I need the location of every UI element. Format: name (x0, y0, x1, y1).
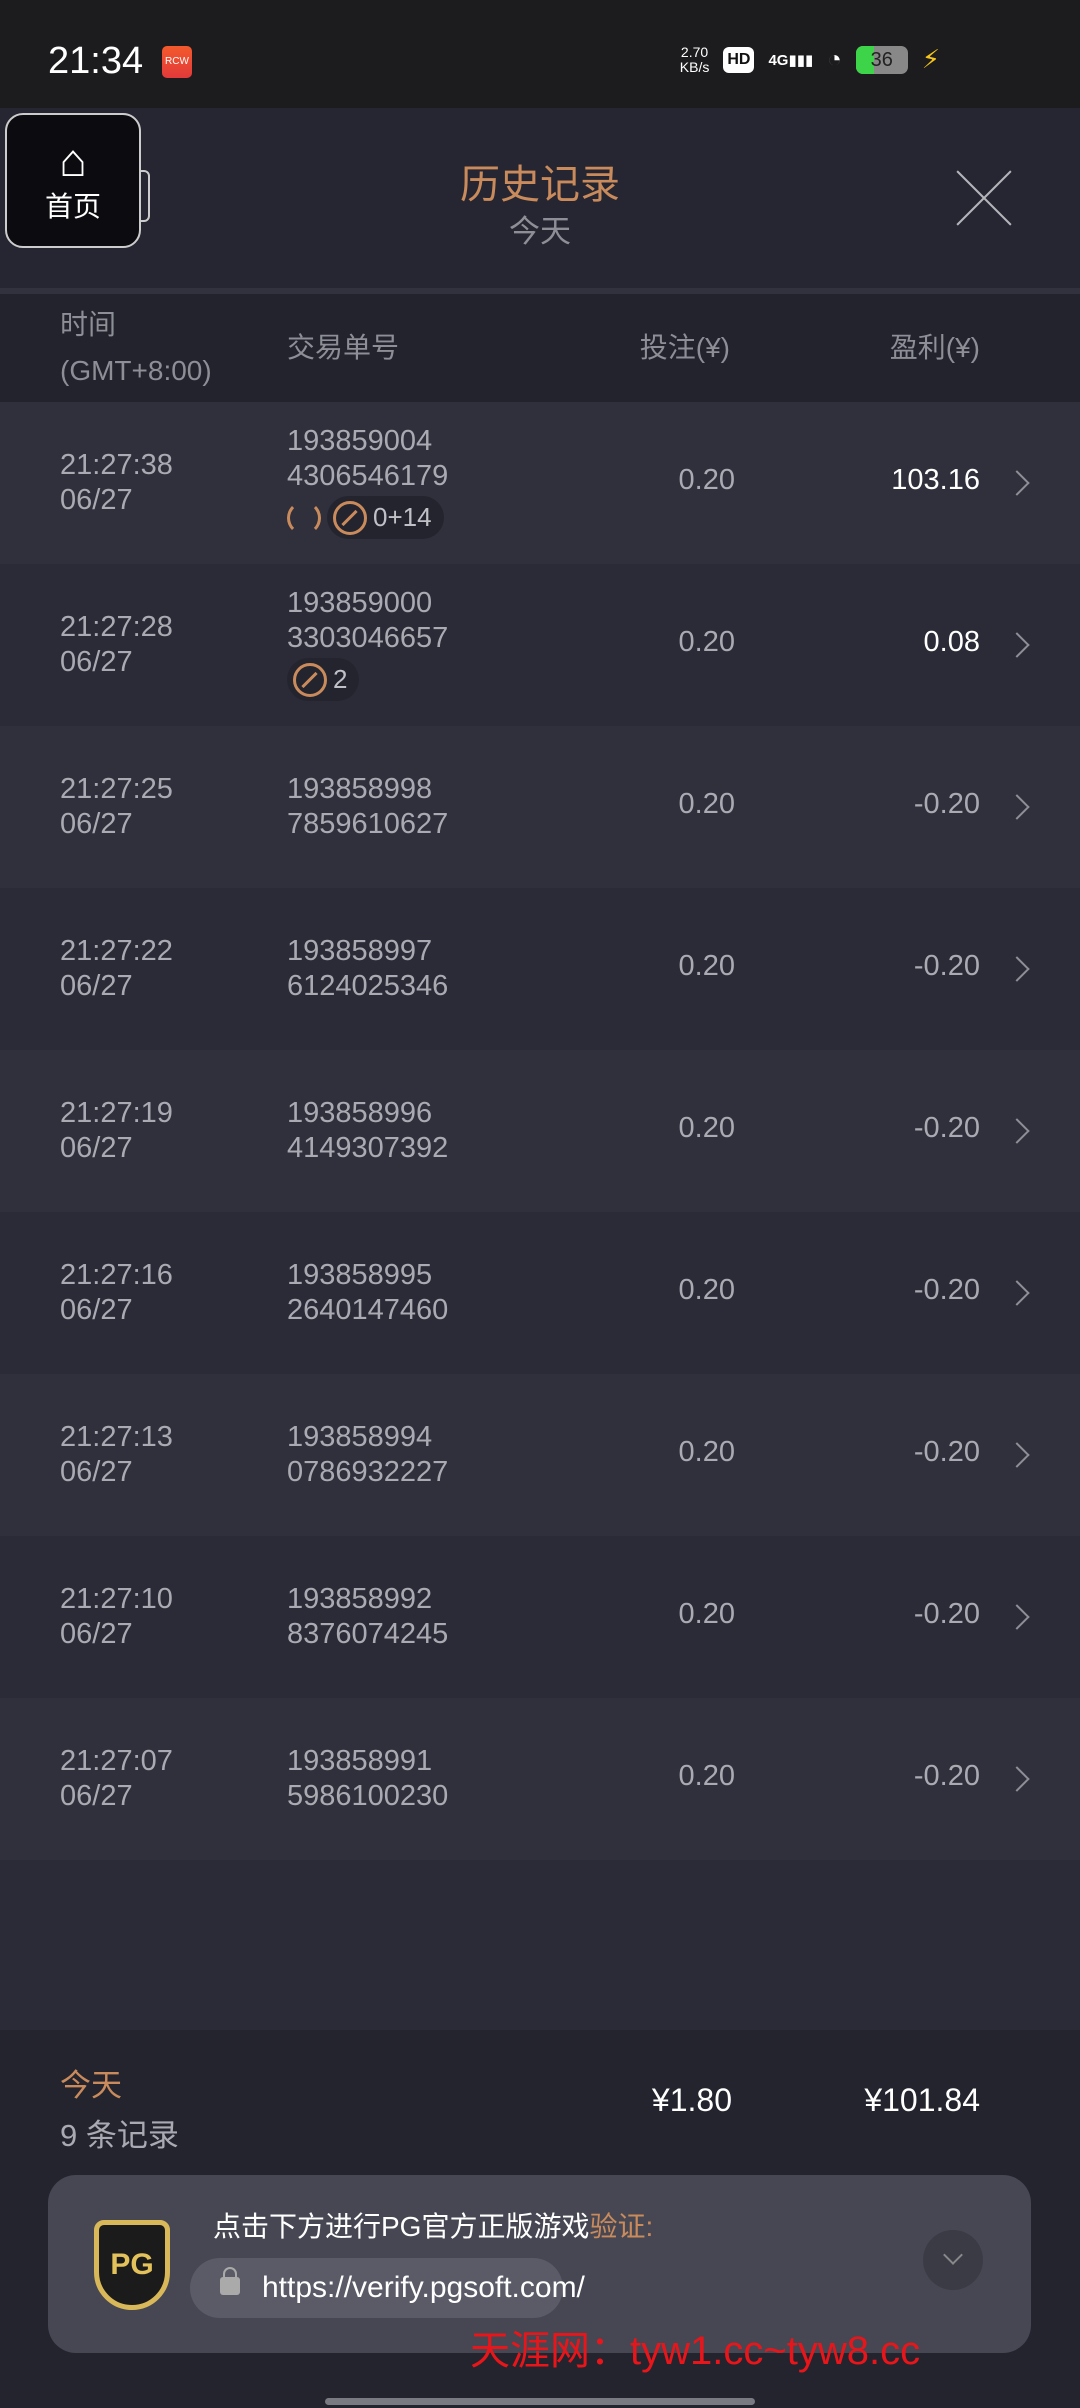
row-time: 21:27:28 06/27 (60, 611, 173, 678)
chevron-right-icon[interactable] (1004, 470, 1030, 496)
row-time: 21:27:38 06/27 (60, 449, 173, 516)
wifi-icon: ◔ (827, 45, 842, 73)
app-notification-icon: RCW (162, 46, 192, 78)
chevron-down-icon[interactable] (923, 2230, 983, 2290)
chevron-right-icon[interactable] (1004, 632, 1030, 658)
summary-period: 今天 (60, 2068, 122, 2103)
row-order-id: 193858991 5986100230 (287, 1745, 449, 1812)
row-profit: -0.20 (913, 950, 980, 982)
hd-icon: HD (723, 46, 755, 73)
row-order-id: 193858995 2640147460 (287, 1259, 449, 1326)
row-profit: -0.20 (913, 788, 980, 820)
row-profit: -0.20 (913, 1598, 980, 1630)
signal-icon: 4G▮▮▮ (768, 51, 814, 69)
row-bet: 0.20 (678, 1436, 735, 1468)
chevron-right-icon[interactable] (1004, 1118, 1030, 1144)
verify-card: PG 点击下方进行PG官方正版游戏验证: https://verify.pgso… (48, 2175, 1031, 2353)
summary-total-profit: ¥101.84 (864, 2082, 980, 2118)
chevron-right-icon[interactable] (1004, 1604, 1030, 1630)
table-row[interactable]: 21:27:10 06/27 193858992 8376074245 0.20 -0.2… (0, 1536, 1080, 1698)
row-time: 21:27:13 06/27 (60, 1421, 173, 1488)
row-profit: 0.08 (923, 626, 980, 658)
row-time: 21:27:19 06/27 (60, 1097, 173, 1164)
row-order-id: 193858994 0786932227 (287, 1421, 449, 1488)
header: 历史记录 今天 (0, 108, 1080, 290)
row-bet: 0.20 (678, 626, 735, 658)
row-profit: -0.20 (913, 1436, 980, 1468)
page-title: 历史记录 (460, 163, 620, 207)
row-order-id: 193858998 7859610627 (287, 773, 449, 840)
row-bet: 0.20 (678, 1760, 735, 1792)
row-bet: 0.20 (678, 1274, 735, 1306)
lock-icon (220, 2267, 240, 2295)
table-row[interactable]: 21:27:13 06/27 193858994 0786932227 0.20 -0.2… (0, 1374, 1080, 1536)
row-bet: 0.20 (678, 464, 735, 496)
row-time: 21:27:25 06/27 (60, 773, 173, 840)
row-time: 21:27:22 06/27 (60, 935, 173, 1002)
history-list: 21:27:38 06/27 193859004 4306546179 0+14 0.20… (0, 402, 1080, 1860)
table-row[interactable]: 21:27:38 06/27 193859004 4306546179 0+14 0.20… (0, 402, 1080, 564)
summary-count: 9 条记录 (60, 2118, 179, 2153)
row-profit: -0.20 (913, 1274, 980, 1306)
table-row[interactable]: 21:27:07 06/27 193858991 5986100230 0.20 -0.2… (0, 1698, 1080, 1860)
row-order-id: 193858996 4149307392 (287, 1097, 449, 1164)
table-row[interactable]: 21:27:22 06/27 193858997 6124025346 0.20 -0.2… (0, 888, 1080, 1050)
clock: 21:34 (48, 40, 144, 82)
free-spin-icon (333, 500, 367, 535)
page-subtitle[interactable]: 今天 (509, 214, 571, 249)
free-spin-badge: 0+14 (327, 496, 444, 539)
row-time: 21:27:07 06/27 (60, 1745, 173, 1812)
table-row[interactable]: 21:27:16 06/27 193858995 2640147460 0.20 -0.2… (0, 1212, 1080, 1374)
row-order-id: 193858992 8376074245 (287, 1583, 449, 1650)
chevron-right-icon[interactable] (1004, 1442, 1030, 1468)
free-spin-icon (293, 662, 327, 697)
col-bet: 投注(¥) (639, 332, 730, 363)
col-time: 时间 (GMT+8:00) (60, 309, 212, 386)
chevron-right-icon[interactable] (1004, 794, 1030, 820)
row-bet: 0.20 (678, 1112, 735, 1144)
home-icon: ⌂ (59, 134, 87, 186)
table-row[interactable]: 21:27:28 06/27 193859000 3303046657 2 0.20 0.0… (0, 564, 1080, 726)
respin-icon (287, 500, 321, 535)
row-order-id: 193859000 3303046657 2 (287, 586, 448, 701)
row-profit: -0.20 (913, 1760, 980, 1792)
col-order: 交易单号 (287, 332, 400, 363)
summary-total-bet: ¥1.80 (651, 2082, 732, 2118)
chevron-right-icon[interactable] (1004, 1766, 1030, 1792)
row-profit: 103.16 (891, 464, 980, 496)
chevron-right-icon[interactable] (1004, 1280, 1030, 1306)
free-spin-badge: 2 (287, 658, 360, 701)
watermark: 天涯网：tyw1.cc~tyw8.cc (470, 2329, 921, 2373)
charging-icon: ⚡ (921, 44, 940, 74)
divider (0, 288, 1080, 294)
network-speed: 2.70 KB/s (679, 43, 710, 75)
row-bet: 0.20 (678, 950, 735, 982)
chevron-right-icon[interactable] (1004, 956, 1030, 982)
table-row[interactable]: 21:27:25 06/27 193858998 7859610627 0.20 -0.2… (0, 726, 1080, 888)
row-time: 21:27:16 06/27 (60, 1259, 173, 1326)
col-profit: 盈利(¥) (889, 332, 980, 363)
pg-logo: PG (94, 2220, 170, 2310)
row-profit: -0.20 (913, 1112, 980, 1144)
home-indicator[interactable] (325, 2398, 755, 2405)
row-bet: 0.20 (678, 788, 735, 820)
row-bet: 0.20 (678, 1598, 735, 1630)
battery-icon: 36 (855, 45, 908, 74)
verify-link[interactable]: https://verify.pgsoft.com/ (190, 2258, 585, 2318)
verify-text: 点击下方进行PG官方正版游戏验证: (213, 2211, 654, 2242)
row-order-id: 193858997 6124025346 (287, 935, 449, 1002)
row-order-id: 193859004 4306546179 0+14 (287, 424, 448, 539)
home-button[interactable]: ⌂ 首页 (5, 113, 141, 248)
row-time: 21:27:10 06/27 (60, 1583, 173, 1650)
table-header: 时间 (GMT+8:00) 交易单号 投注(¥) 盈利(¥) (0, 294, 1080, 402)
close-button[interactable] (952, 166, 1016, 230)
status-bar: 21:34 RCW 2.70 KB/s HD 4G▮▮▮ ◔ 36 ⚡ (0, 0, 1080, 108)
home-label: 首页 (44, 191, 101, 222)
table-row[interactable]: 21:27:19 06/27 193858996 4149307392 0.20 -0.2… (0, 1050, 1080, 1212)
